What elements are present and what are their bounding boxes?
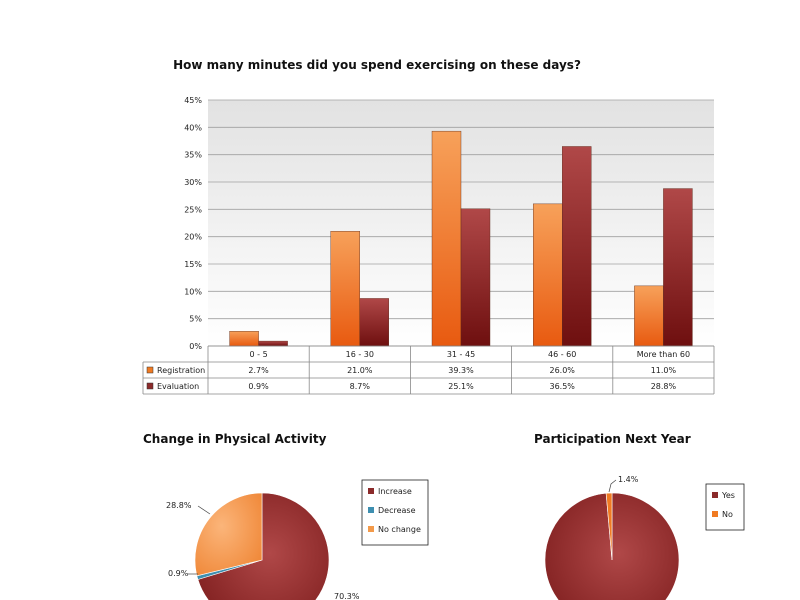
table-cell: 36.5% (549, 382, 575, 391)
pie2-legend: Yes No (705, 483, 745, 531)
pie2-label: 1.4% (618, 475, 639, 484)
legend-label: No (722, 510, 733, 519)
pie1-slices (194, 492, 330, 600)
legend-swatch (712, 492, 718, 498)
x-category-label: 31 - 45 (447, 350, 475, 359)
table-cell: 28.8% (651, 382, 677, 391)
leader-line (197, 505, 211, 515)
table-legend-key (146, 382, 154, 390)
legend-label: Yes (721, 491, 735, 500)
legend-swatch (368, 507, 374, 513)
legend-box (705, 483, 745, 531)
bar-y-axis: 0% 5% 10% 15% 20% 25% 30% 35% 40% 45% (184, 96, 202, 351)
y-tick-label: 15% (184, 260, 202, 269)
bar-registration-1 (330, 230, 360, 347)
bar-registration-2 (431, 130, 462, 347)
bar-evaluation-0 (258, 340, 288, 347)
legend-label: Decrease (378, 506, 416, 515)
legend-label: Increase (378, 487, 412, 496)
legend-swatch (368, 488, 374, 494)
y-tick-label: 20% (184, 233, 202, 242)
y-tick-label: 40% (184, 123, 202, 132)
pie-slice-yes (544, 492, 680, 600)
x-category-label: 46 - 60 (548, 350, 576, 359)
legend-label: No change (378, 525, 421, 534)
table-cell: 0.9% (248, 382, 269, 391)
x-category-label: 0 - 5 (250, 350, 268, 359)
bar-registration-4 (634, 285, 664, 347)
legend-swatch (712, 511, 718, 517)
pie2-slices (544, 492, 680, 600)
x-category-label: 16 - 30 (346, 350, 374, 359)
pie1-legend: Increase Decrease No change (361, 479, 429, 546)
pie1-title: Change in Physical Activity (143, 432, 327, 446)
pie1-label: 70.3% (334, 592, 360, 600)
pie1-labels: 28.8% 0.9% 70.3% (166, 501, 360, 600)
y-tick-label: 45% (184, 96, 202, 105)
pie2-title: Participation Next Year (534, 432, 691, 446)
pie1-label: 28.8% (166, 501, 192, 510)
bar-evaluation-1 (359, 298, 389, 347)
table-cell: 8.7% (350, 382, 371, 391)
bar-registration-0 (229, 331, 259, 347)
table-series-name: Registration (157, 366, 205, 375)
bar-evaluation-3 (562, 146, 592, 347)
x-category-label: More than 60 (637, 350, 690, 359)
table-series-name: Evaluation (157, 382, 199, 391)
bar-registration-3 (533, 203, 563, 347)
bar-evaluation-2 (460, 208, 491, 347)
table-cell: 11.0% (651, 366, 677, 375)
y-tick-label: 30% (184, 178, 202, 187)
pie2-labels: 1.4% (608, 475, 639, 493)
pie-slice-no-change (194, 492, 263, 577)
table-cell: 26.0% (549, 366, 575, 375)
y-tick-label: 0% (189, 342, 202, 351)
table-cell: 21.0% (347, 366, 373, 375)
y-tick-label: 5% (189, 315, 202, 324)
pie-slice-no (605, 492, 613, 561)
leader-line (608, 479, 617, 493)
bar-chart-title: How many minutes did you spend exercisin… (173, 58, 581, 72)
table-cell: 2.7% (248, 366, 269, 375)
table-cell: 25.1% (448, 382, 474, 391)
bar-data-table: 0 - 5 16 - 30 31 - 45 46 - 60 More than 60 Re… (142, 345, 715, 395)
legend-swatch (368, 526, 374, 532)
y-tick-label: 10% (184, 287, 202, 296)
y-tick-label: 25% (184, 205, 202, 214)
y-tick-label: 35% (184, 151, 202, 160)
bar-evaluation-4 (663, 188, 693, 347)
bar-series (229, 130, 693, 347)
table-cell: 39.3% (448, 366, 474, 375)
table-legend-key (146, 366, 154, 374)
pie1-label: 0.9% (168, 569, 189, 578)
